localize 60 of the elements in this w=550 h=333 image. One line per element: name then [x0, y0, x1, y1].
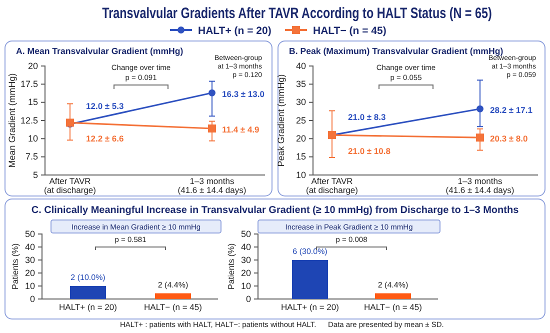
y-tick-label: 20: [24, 268, 35, 278]
point: [208, 124, 216, 132]
x-tick-label: HALT+ (n = 20): [281, 302, 340, 312]
x-tick-label: After TAVR (at discharge): [44, 176, 96, 195]
data-label: 12.0 ± 5.3: [86, 101, 124, 112]
x-tick-label: HALT− (n = 45): [364, 302, 422, 312]
point: [476, 105, 484, 112]
data-label: 20.3 ± 8.0: [490, 134, 528, 144]
chart-title: B. Peak (Maximum) Transvalvular Gradient (mmHg): [289, 46, 504, 56]
y-tick-label: 12.5: [20, 115, 38, 126]
point: [476, 134, 484, 142]
y-tick-label: 50: [240, 228, 251, 239]
y-tick-label: 40: [24, 242, 35, 252]
x-tick-label: 1–3 months (41.6 ± 14.4 days): [178, 176, 246, 195]
legend-label: HALT+ (n = 20): [198, 25, 272, 37]
data-label: 21.0 ± 8.3: [348, 112, 386, 122]
y-tick-label: 30: [296, 97, 306, 108]
y-tick-label: 20: [240, 268, 251, 278]
data-label: 2 (4.4%): [158, 280, 188, 290]
y-tick-label: 0: [30, 294, 35, 304]
y-tick-label: 50: [24, 228, 35, 239]
data-label: 28.2 ± 17.1: [490, 104, 533, 115]
x-tick-label: HALT− (n = 45): [144, 302, 202, 312]
data-label: 21.0 ± 10.8: [348, 146, 391, 156]
y-axis-title: Patients (%): [10, 243, 20, 290]
data-label: 11.4 ± 4.9: [222, 124, 260, 134]
y-tick-label: 0: [246, 294, 251, 304]
data-label: 12.2 ± 6.6: [86, 134, 124, 144]
y-tick-label: 35: [296, 79, 306, 90]
y-tick-label: 10: [240, 280, 251, 291]
y-tick-label: 25: [296, 115, 306, 126]
y-tick-label: 5: [32, 170, 38, 180]
text: C. Clinically Meaningful Increase in Transvalvular Gradient (≥ 10 mmHg) from Discharge to 1–3 Months: [31, 205, 520, 216]
y-tick-label: 10: [24, 280, 35, 291]
x-tick-label: After TAVR (at discharge): [306, 176, 358, 195]
y-axis-title: Peak Gradient (mmHg): [276, 74, 286, 167]
x-tick-label: HALT+ (n = 20): [59, 302, 118, 312]
data-label: 16.3 ± 13.0: [222, 88, 265, 99]
y-tick-label: 30: [240, 254, 251, 265]
y-tick-label: 7.5: [25, 152, 38, 162]
y-tick-label: 10: [296, 170, 306, 180]
y-axis-title: Patients (%): [226, 243, 236, 290]
data-label: 6 (30.0%): [292, 247, 328, 256]
y-tick-label: 20: [28, 60, 38, 71]
x-tick-label: 1–3 months (41.6 ± 14.4 days): [446, 176, 514, 195]
y-tick-label: 17.5: [20, 79, 38, 90]
y-tick-label: 10: [28, 134, 38, 144]
y-tick-label: 15: [296, 152, 306, 162]
legend-label: HALT− (n = 45): [313, 25, 386, 37]
point: [208, 89, 216, 96]
data-label: 2 (10.0%): [70, 273, 106, 282]
y-axis-title: Mean Gradient (mmHg): [7, 73, 17, 168]
text: Transvalvular Gradients After TAVR According to HALT Status (N = 65): [102, 4, 492, 22]
y-tick-label: 40: [240, 242, 251, 252]
chart-title: A. Mean Transvalvular Gradient (mmHg): [16, 46, 184, 56]
data-label: 2 (4.4%): [378, 280, 408, 290]
y-tick-label: 30: [24, 254, 35, 265]
y-tick-label: 20: [296, 134, 306, 144]
y-tick-label: 15: [28, 97, 38, 108]
y-tick-label: 40: [296, 60, 306, 71]
